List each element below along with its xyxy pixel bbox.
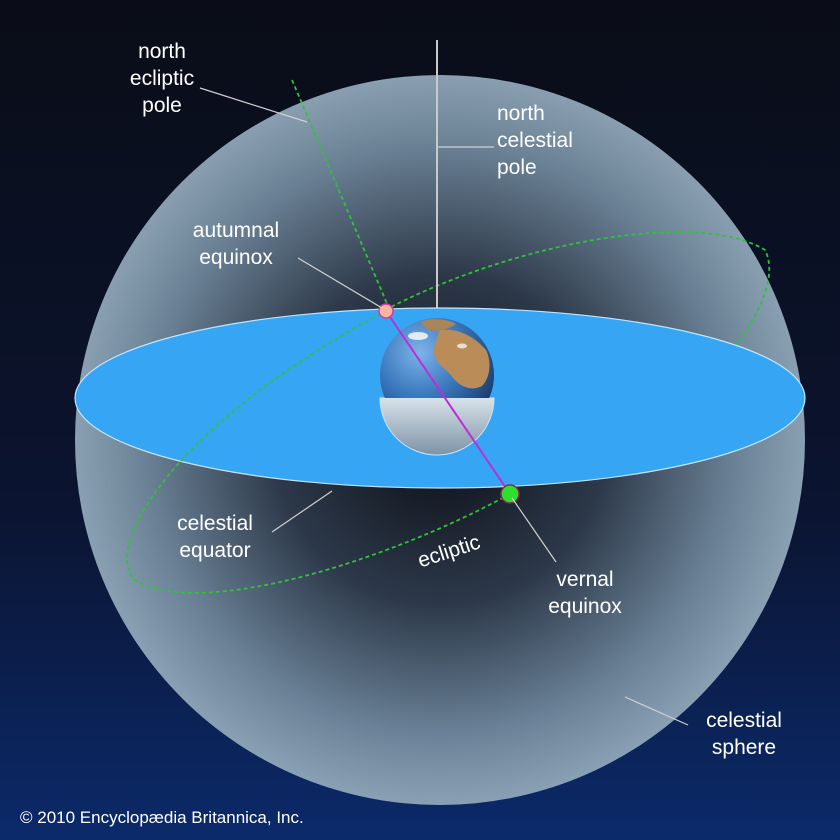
label-autumnal-equinox: autumnal equinox [192, 219, 280, 269]
earth-lower-half [379, 397, 495, 456]
leader-autumnal-equinox [297, 257, 383, 309]
label-north-celestial-pole: north celestial pole [497, 102, 573, 179]
label-north-ecliptic-pole: north ecliptic pole [129, 40, 195, 117]
label-celestial-equator: celestial equator [177, 512, 253, 562]
leader-north-ecliptic-pole [199, 87, 308, 123]
label-celestial-sphere: celestial sphere [706, 709, 782, 759]
autumnal-equinox-point [378, 303, 394, 319]
earth-land-north [420, 319, 456, 331]
leader-vernal-equinox [511, 497, 557, 563]
earth-cloud [408, 332, 428, 340]
copyright-notice: © 2010 Encyclopædia Britannica, Inc. [20, 808, 304, 827]
earth-land [433, 329, 490, 389]
label-vernal-equinox: vernal equinox [548, 568, 622, 618]
earth [379, 318, 495, 456]
vernal-equinox-point [500, 484, 520, 504]
leader-celestial-sphere [624, 696, 689, 726]
leader-celestial-equator [271, 490, 333, 533]
equinox-axis [385, 310, 511, 495]
ecliptic-front-arc [126, 310, 511, 594]
ecliptic-pole-axis [291, 79, 389, 307]
